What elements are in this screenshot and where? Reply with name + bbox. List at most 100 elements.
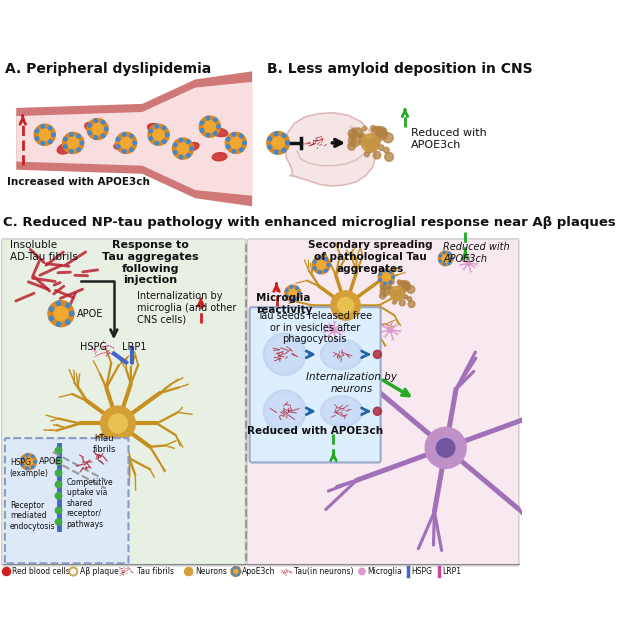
Circle shape [65,320,70,324]
Circle shape [295,287,299,290]
Circle shape [376,126,386,137]
Text: APOE: APOE [39,457,62,466]
Circle shape [41,125,44,128]
Polygon shape [16,71,252,206]
Circle shape [383,282,386,285]
Ellipse shape [148,123,165,135]
Circle shape [69,133,73,136]
Circle shape [348,143,355,150]
FancyBboxPatch shape [2,239,246,566]
Circle shape [383,269,386,272]
Text: B. Less amyloid deposition in CNS: B. Less amyloid deposition in CNS [266,62,532,76]
Circle shape [360,139,365,144]
Circle shape [379,293,385,299]
Text: Tau(in neurons): Tau(in neurons) [295,567,354,576]
Text: Response to
Tau aggregates
following
injection: Response to Tau aggregates following inj… [102,241,199,285]
Ellipse shape [213,153,227,161]
Circle shape [225,132,247,153]
Circle shape [380,282,387,290]
Circle shape [56,322,61,326]
Circle shape [390,286,404,300]
Circle shape [394,297,399,301]
Circle shape [26,454,28,456]
Circle shape [123,150,126,153]
Text: Reduced with
APOE3ch: Reduced with APOE3ch [411,128,487,150]
Circle shape [286,295,288,298]
Circle shape [213,132,217,135]
Circle shape [21,453,37,470]
Circle shape [123,133,126,136]
Ellipse shape [114,141,130,150]
Circle shape [64,145,67,148]
Circle shape [286,289,288,292]
Text: Neurons: Neurons [195,567,227,576]
Circle shape [266,132,290,154]
Text: Receptor
mediated
endocytosis: Receptor mediated endocytosis [10,501,55,530]
Circle shape [177,143,189,155]
Circle shape [204,121,216,132]
Circle shape [24,457,33,466]
Circle shape [116,145,120,148]
Circle shape [108,414,127,433]
Circle shape [359,568,365,575]
Circle shape [380,287,390,296]
Circle shape [231,569,233,571]
Circle shape [286,141,290,145]
Circle shape [372,137,381,146]
Circle shape [425,428,466,469]
Circle shape [397,280,401,284]
Text: LRP1: LRP1 [122,342,146,352]
Circle shape [385,282,391,288]
Circle shape [35,137,39,141]
Circle shape [213,118,217,121]
Circle shape [21,464,24,466]
Circle shape [187,140,190,144]
Ellipse shape [212,128,228,137]
Circle shape [92,123,103,135]
Circle shape [234,575,236,577]
Circle shape [231,573,233,574]
Circle shape [383,133,393,143]
Circle shape [51,133,55,137]
Circle shape [116,132,137,153]
Circle shape [149,137,153,141]
Circle shape [313,260,316,263]
Circle shape [226,145,230,148]
Circle shape [401,282,410,291]
Circle shape [185,568,193,575]
Circle shape [372,126,382,136]
Circle shape [382,290,386,294]
Circle shape [388,291,393,295]
Text: Internalization by
microglia (and other
CNS cells): Internalization by microglia (and other … [137,291,236,324]
Circle shape [406,282,410,286]
Circle shape [268,337,302,372]
Circle shape [190,147,193,150]
Circle shape [378,269,394,285]
Circle shape [239,571,241,572]
Circle shape [379,273,382,275]
Text: Red blood cells: Red blood cells [12,567,70,576]
Circle shape [200,128,204,132]
Circle shape [34,124,55,145]
Circle shape [290,286,293,288]
Circle shape [26,467,28,469]
Circle shape [101,121,105,124]
Circle shape [443,263,446,266]
Circle shape [399,290,403,293]
Circle shape [87,119,108,140]
Text: Internalization by
neurons: Internalization by neurons [306,372,397,394]
Circle shape [149,129,153,133]
Circle shape [41,141,44,145]
FancyBboxPatch shape [5,438,128,563]
Circle shape [373,152,381,159]
Circle shape [362,126,367,130]
Circle shape [399,281,406,288]
Ellipse shape [85,122,102,133]
Circle shape [31,455,34,458]
Circle shape [388,286,391,290]
Circle shape [290,299,293,301]
Circle shape [466,261,471,265]
Circle shape [437,438,455,457]
Circle shape [403,282,406,286]
Circle shape [153,129,164,141]
